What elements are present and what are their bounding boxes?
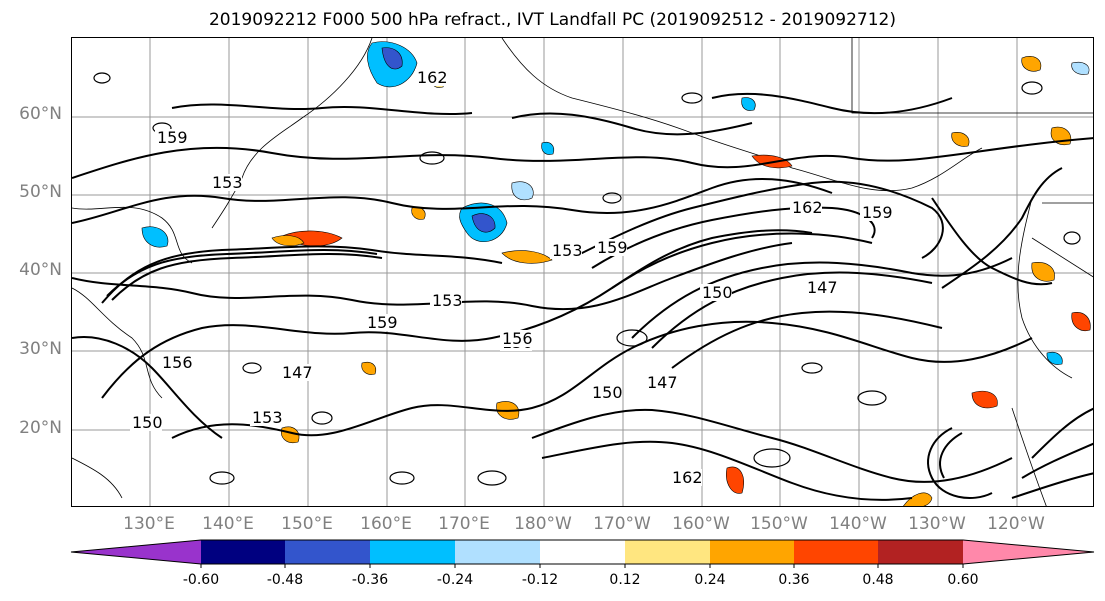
contour-label-background	[160, 354, 192, 371]
contour-label-background	[280, 364, 312, 381]
latitude-label: 30°N	[19, 339, 62, 359]
colorbar-tick-label: -0.48	[266, 572, 304, 588]
contour-label: 150	[132, 413, 163, 432]
contour-label-background	[130, 414, 162, 431]
longitude-label: 160°W	[672, 514, 730, 534]
colorbar-segment	[540, 540, 625, 564]
colorbar-segment	[455, 540, 540, 564]
longitude-label: 120°W	[987, 514, 1045, 534]
contour-label-background	[415, 69, 447, 86]
contour-label: 153	[252, 408, 283, 427]
latitude-label: 50°N	[19, 182, 62, 202]
latitude-label: 40°N	[19, 260, 62, 280]
colorbar-tick-label: 0.60	[947, 572, 979, 588]
small-contours	[93, 72, 1081, 486]
contour-label-background	[595, 239, 627, 256]
contour-label-background	[365, 314, 397, 331]
contour-map: 162 159 153 150 147 156 159 153 147 150 156 153 162 1…	[72, 38, 1093, 506]
contour-label-background	[790, 199, 822, 216]
refractivity-contours	[72, 92, 1093, 501]
contour-label: 153	[432, 291, 463, 310]
colorbar-segment	[285, 540, 370, 564]
contour-label-background	[155, 129, 187, 146]
contour-label: 153	[552, 241, 583, 260]
map-panel: 162 159 153 150 147 156 159 153 147 150 156 153 162 1…	[71, 37, 1094, 507]
colorbar-segment	[201, 540, 285, 564]
contour-label: 156	[502, 329, 533, 348]
colorbar-tick-label: -0.12	[521, 572, 559, 588]
colorbar-tick-label: 0.48	[862, 572, 894, 588]
colorbar-tick-label: -0.24	[436, 572, 474, 588]
colorbar-segment	[794, 540, 878, 564]
contour-label: 162	[672, 468, 703, 487]
contour-label-background	[590, 384, 622, 401]
longitude-label: 160°E	[360, 514, 412, 534]
contour-label: 162	[417, 68, 448, 87]
anomaly-patches	[141, 41, 1091, 506]
contour-label: 147	[807, 278, 838, 297]
longitude-label: 170°W	[593, 514, 651, 534]
contour-label-background	[805, 279, 837, 296]
longitude-label: 140°W	[829, 514, 887, 534]
colorbar-segment	[71, 540, 201, 564]
contour-label: 156	[162, 353, 193, 372]
contour-label: 150	[702, 283, 733, 302]
longitude-label: 130°W	[908, 514, 966, 534]
colorbar-segment	[878, 540, 963, 564]
colorbar-segment	[710, 540, 794, 564]
contour-label-background	[250, 409, 282, 426]
longitude-label: 130°E	[123, 514, 175, 534]
contour-label: 159	[157, 128, 188, 147]
contour-label: 147	[282, 363, 313, 382]
colorbar-segment	[370, 540, 455, 564]
contour-label: 159	[597, 238, 628, 257]
longitude-label: 150°W	[750, 514, 808, 534]
contour-label: 159	[862, 203, 893, 222]
colorbar-tick-label: 0.36	[778, 572, 810, 588]
contour-label: 162	[792, 198, 823, 217]
contour-label-background	[550, 242, 582, 259]
contour-label-background	[500, 330, 532, 347]
contour-label-background	[700, 284, 732, 301]
contour-label: 150	[592, 383, 623, 402]
colorbar-tick-label: 0.24	[694, 572, 726, 588]
colorbar	[70, 539, 1095, 568]
latitude-label: 20°N	[19, 418, 62, 438]
contour-label-background	[670, 469, 702, 486]
contour-label: 147	[647, 373, 678, 392]
longitude-label: 150°E	[281, 514, 333, 534]
contour-label-background	[210, 174, 242, 191]
longitude-label: 180°W	[514, 514, 572, 534]
contour-label: 153	[212, 173, 243, 192]
longitude-label: 140°E	[202, 514, 254, 534]
colorbar-tick-label: 0.12	[609, 572, 641, 588]
coastlines	[72, 38, 1093, 506]
contour-value-labels: 162 159 153 150 147 156 159 153 147 150 156 153 162 1…	[130, 68, 893, 487]
colorbar-tick-label: -0.36	[351, 572, 389, 588]
contour-label: 159	[367, 313, 398, 332]
longitude-label: 170°E	[438, 514, 490, 534]
colorbar-segment	[963, 540, 1094, 564]
map-title: 2019092212 F000 500 hPa refract., IVT La…	[208, 10, 896, 30]
latitude-label: 60°N	[19, 104, 62, 124]
contour-label-background	[860, 204, 892, 221]
contour-label-background	[430, 292, 462, 309]
colorbar-segment	[625, 540, 710, 564]
colorbar-tick-label: -0.60	[182, 572, 220, 588]
contour-label-background	[645, 374, 677, 391]
